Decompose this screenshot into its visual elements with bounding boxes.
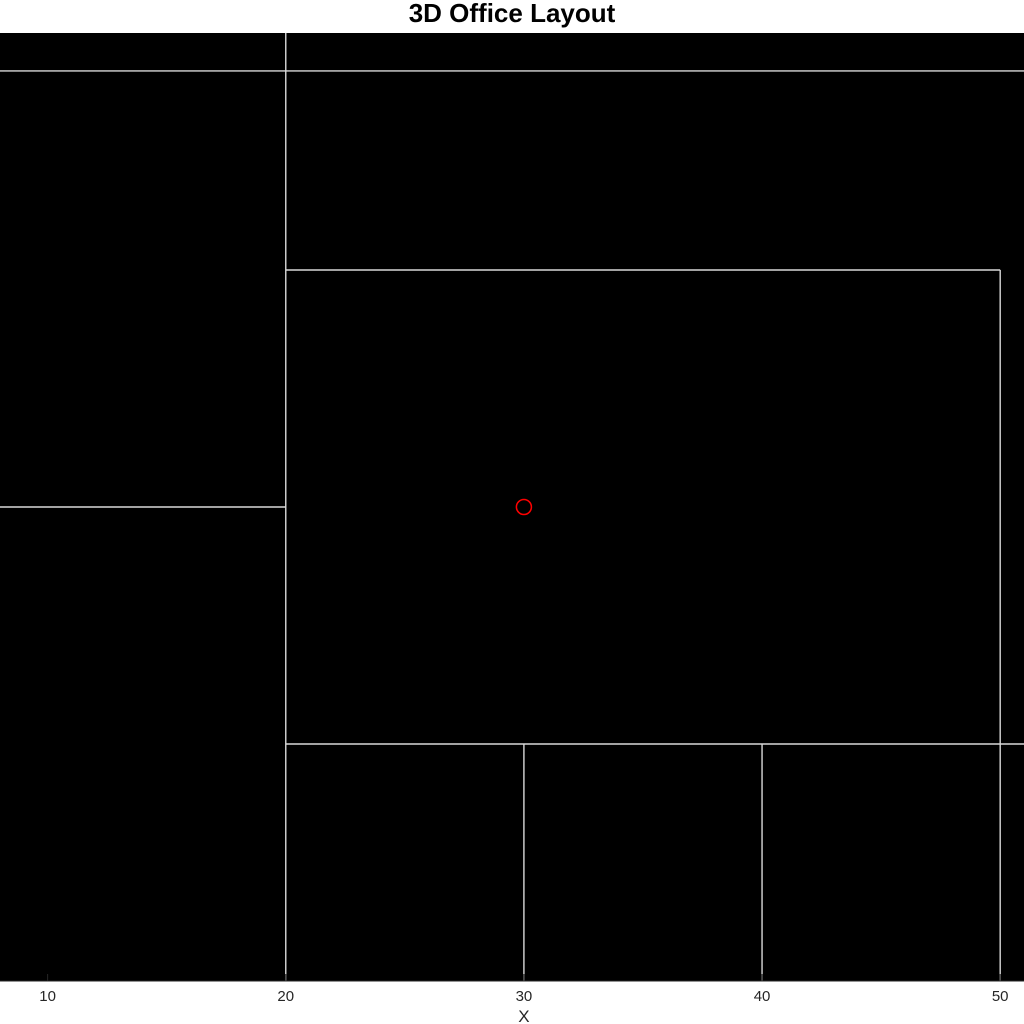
x-axis-label: X (518, 1007, 529, 1024)
x-tick-label-4: 40 (754, 988, 771, 1005)
x-ticks-group: 10 20 30 40 50 (39, 974, 1009, 1005)
walls-group (0, 33, 1024, 981)
markers-group (515, 498, 533, 516)
marker-circle-1 (515, 498, 533, 516)
x-tick-label-5: 50 (992, 988, 1009, 1005)
x-tick-label-3: 30 (516, 988, 533, 1005)
x-tick-label-2: 20 (277, 988, 294, 1005)
chart-title: 3D Office Layout (408, 0, 616, 28)
x-tick-label-1: 10 (39, 988, 56, 1005)
